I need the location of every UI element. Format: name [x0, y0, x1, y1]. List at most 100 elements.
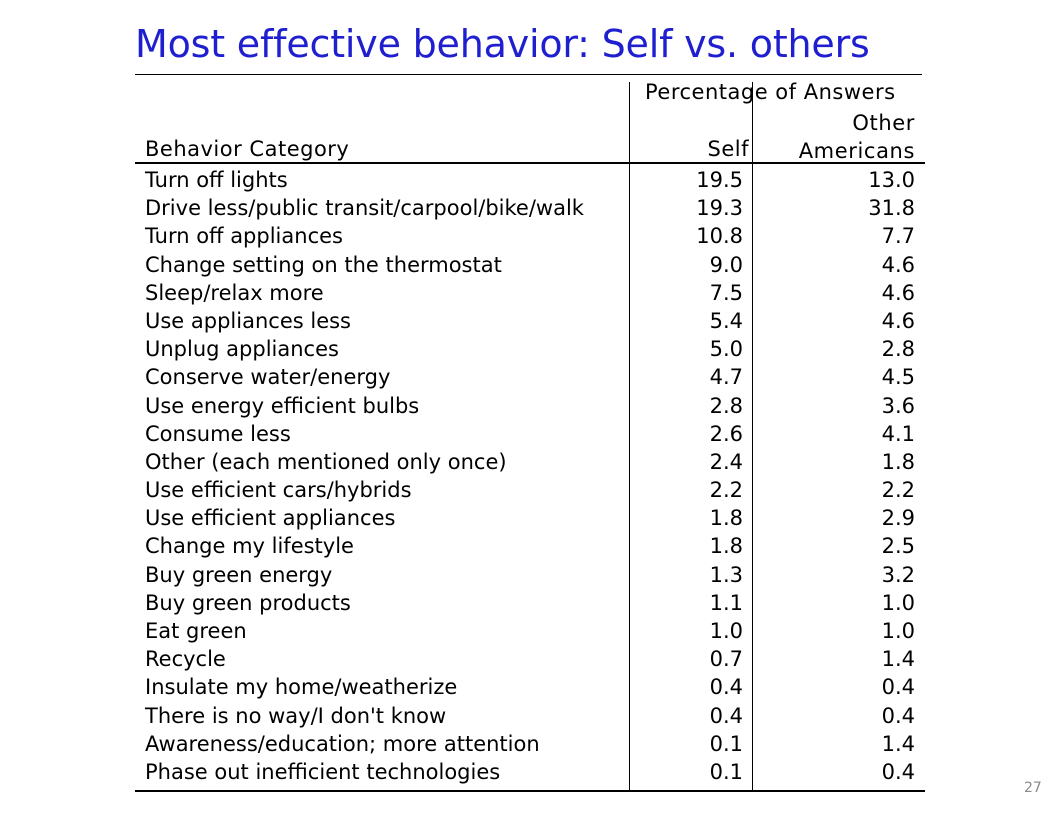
table-row: Recycle 0.7 1.4: [0, 647, 1056, 675]
row-self-value: 1.8: [709, 506, 743, 531]
row-other-value: 2.9: [881, 506, 915, 531]
table-bottom-rule: [135, 790, 925, 792]
row-category: Use efficient cars/hybrids: [145, 478, 412, 503]
row-category: Change my lifestyle: [145, 534, 354, 559]
table-row: Use energy efficient bulbs 2.8 3.6: [0, 394, 1056, 422]
table-body: Turn off lights 19.5 13.0 Drive less/public…: [0, 168, 1056, 788]
row-other-value: 4.6: [881, 308, 915, 333]
row-category: Awareness/education; more attention: [145, 731, 540, 756]
row-other-value: 0.4: [881, 675, 915, 700]
table-row: Change my lifestyle 1.8 2.5: [0, 534, 1056, 562]
row-other-value: 13.0: [868, 168, 915, 192]
row-self-value: 0.4: [709, 703, 743, 728]
row-category: Use energy efficient bulbs: [145, 393, 420, 418]
row-category: Insulate my home/weatherize: [145, 675, 458, 700]
table-row: Turn off lights 19.5 13.0: [0, 168, 1056, 196]
row-other-value: 1.0: [881, 619, 915, 643]
row-other-value: 1.4: [881, 647, 915, 672]
row-other-value: 1.0: [881, 590, 915, 615]
column-header-other-line1: Other: [852, 111, 915, 135]
row-self-value: 10.8: [696, 224, 743, 249]
row-other-value: 4.6: [881, 280, 915, 305]
table-row: Turn off appliances 10.8 7.7: [0, 224, 1056, 252]
row-self-value: 5.4: [709, 308, 743, 333]
row-category: There is no way/I don't know: [145, 703, 447, 728]
row-self-value: 0.1: [709, 759, 743, 784]
column-divider-other: [752, 82, 753, 792]
row-self-value: 2.8: [709, 393, 743, 418]
table-row: Drive less/public transit/carpool/bike/w…: [0, 196, 1056, 224]
row-self-value: 1.1: [709, 590, 743, 615]
row-self-value: 5.0: [709, 337, 743, 362]
group-header: Percentage of Answers: [645, 80, 896, 104]
row-self-value: 0.1: [709, 731, 743, 756]
table-row: Change setting on the thermostat 9.0 4.6: [0, 253, 1056, 281]
row-category: Unplug appliances: [145, 337, 339, 362]
row-category: Buy green energy: [145, 562, 333, 587]
row-category: Conserve water/energy: [145, 365, 391, 390]
row-category: Turn off lights: [145, 168, 288, 192]
row-category: Use appliances less: [145, 308, 352, 333]
row-category: Turn off appliances: [145, 224, 343, 249]
table-row: Use appliances less 5.4 4.6: [0, 309, 1056, 337]
row-self-value: 1.3: [709, 562, 743, 587]
column-header-other-line2: Americans: [798, 139, 915, 163]
row-category: Consume less: [145, 421, 291, 446]
row-category: Buy green products: [145, 590, 351, 615]
row-category: Change setting on the thermostat: [145, 252, 502, 277]
table-row: Insulate my home/weatherize 0.4 0.4: [0, 675, 1056, 703]
row-category: Sleep/relax more: [145, 280, 324, 305]
row-self-value: 19.3: [696, 196, 743, 221]
table-row: Phase out inefficient technologies 0.1 0.4: [0, 760, 1056, 788]
row-self-value: 1.8: [709, 534, 743, 559]
row-other-value: 7.7: [881, 224, 915, 249]
row-other-value: 3.6: [881, 393, 915, 418]
row-self-value: 4.7: [709, 365, 743, 390]
row-other-value: 4.1: [881, 421, 915, 446]
row-other-value: 1.8: [881, 449, 915, 474]
table-row: Buy green products 1.1 1.0: [0, 591, 1056, 619]
table-row: Buy green energy 1.3 3.2: [0, 563, 1056, 591]
row-self-value: 2.4: [709, 449, 743, 474]
row-other-value: 4.6: [881, 252, 915, 277]
row-other-value: 0.4: [881, 703, 915, 728]
table-row: There is no way/I don't know 0.4 0.4: [0, 704, 1056, 732]
row-other-value: 2.8: [881, 337, 915, 362]
row-other-value: 0.4: [881, 759, 915, 784]
column-divider-self: [629, 82, 630, 792]
title-underline: [135, 74, 922, 75]
table-row: Eat green 1.0 1.0: [0, 619, 1056, 647]
page-title: Most effective behavior: Self vs. others: [135, 22, 870, 66]
row-self-value: 2.6: [709, 421, 743, 446]
row-category: Recycle: [145, 647, 226, 672]
row-category: Phase out inefficient technologies: [145, 759, 501, 784]
row-self-value: 7.5: [709, 280, 743, 305]
row-other-value: 4.5: [881, 365, 915, 390]
row-self-value: 2.2: [709, 478, 743, 503]
table-row: Unplug appliances 5.0 2.8: [0, 337, 1056, 365]
row-self-value: 19.5: [696, 168, 743, 192]
table-row: Conserve water/energy 4.7 4.5: [0, 365, 1056, 393]
column-header-self: Self: [707, 137, 749, 161]
row-category: Eat green: [145, 619, 247, 643]
row-category: Drive less/public transit/carpool/bike/w…: [145, 196, 584, 221]
page-number: 27: [1024, 780, 1042, 796]
row-category: Other (each mentioned only once): [145, 449, 507, 474]
row-category: Use efficient appliances: [145, 506, 396, 531]
table-row: Awareness/education; more attention 0.1 1.…: [0, 732, 1056, 760]
row-other-value: 1.4: [881, 731, 915, 756]
table-row: Use efficient cars/hybrids 2.2 2.2: [0, 478, 1056, 506]
column-header-other: Other Americans: [755, 109, 915, 165]
table-row: Consume less 2.6 4.1: [0, 422, 1056, 450]
row-other-value: 2.2: [881, 478, 915, 503]
column-header-category: Behavior Category: [145, 137, 350, 161]
row-other-value: 3.2: [881, 562, 915, 587]
row-other-value: 2.5: [881, 534, 915, 559]
row-self-value: 9.0: [709, 252, 743, 277]
row-self-value: 1.0: [709, 619, 743, 643]
table-row: Sleep/relax more 7.5 4.6: [0, 281, 1056, 309]
row-self-value: 0.7: [709, 647, 743, 672]
row-other-value: 31.8: [868, 196, 915, 221]
row-self-value: 0.4: [709, 675, 743, 700]
table-row: Use efficient appliances 1.8 2.9: [0, 506, 1056, 534]
